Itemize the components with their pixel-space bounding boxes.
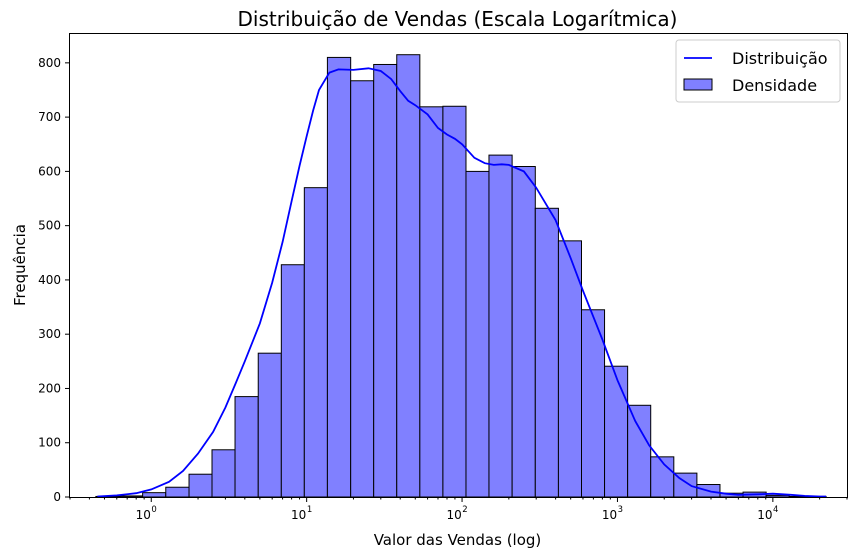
histogram-bar [142, 492, 167, 498]
histogram-bar [211, 449, 236, 498]
x-tick-label: 101 [291, 505, 312, 522]
y-tick-label: 200 [38, 381, 61, 395]
y-tick-label: 800 [38, 56, 61, 70]
y-axis: 0 100 200 300 400 500 600 700 800 [38, 56, 70, 504]
histogram-bar [165, 486, 190, 498]
plot-frame [69, 33, 848, 498]
legend-label-densidade: Densidade [732, 76, 817, 95]
histogram-bar [604, 365, 629, 498]
histogram-bar [257, 352, 282, 498]
chart-title: Distribuição de Vendas (Escala Logarítmi… [238, 7, 678, 31]
y-tick-label: 600 [38, 164, 61, 178]
histogram-bar [465, 170, 490, 498]
histogram-bars [95, 54, 827, 498]
histogram-bar [350, 80, 375, 498]
histogram-bar [627, 404, 652, 498]
y-tick-label: 100 [38, 436, 61, 450]
y-tick-label: 400 [38, 273, 61, 287]
histogram-bar [765, 494, 790, 498]
x-tick-label: 103 [602, 505, 623, 522]
legend: Distribuição Densidade [675, 39, 841, 103]
histogram-bar [188, 473, 213, 498]
x-axis: 100 101 102 103 104 [69, 497, 848, 522]
histogram-bar [419, 106, 444, 498]
histogram-bar [534, 207, 559, 498]
histogram-bar [280, 264, 305, 498]
histogram-bar [488, 154, 513, 498]
y-tick-label: 500 [38, 219, 61, 233]
legend-label-distribuicao: Distribuição [732, 49, 828, 68]
y-tick-label: 700 [38, 110, 61, 124]
legend-bar-swatch [683, 78, 713, 91]
y-tick-label: 300 [38, 327, 61, 341]
histogram-bar [396, 54, 421, 498]
x-tick-label: 102 [446, 505, 467, 522]
x-tick-label: 104 [757, 505, 778, 522]
x-axis-label: Valor das Vendas (log) [374, 531, 542, 549]
histogram-bar [234, 396, 259, 498]
legend-box [675, 39, 841, 103]
kde-line [97, 67, 827, 498]
x-tick-label: 100 [136, 505, 157, 522]
y-tick-label: 0 [53, 490, 61, 504]
histogram-bar [511, 166, 536, 498]
histogram-bar [442, 105, 467, 498]
histogram-bar [373, 63, 398, 498]
y-axis-label: Frequência [11, 224, 29, 306]
histogram-bar [303, 187, 328, 498]
histogram-bar [119, 495, 144, 498]
histogram-bar [326, 56, 352, 498]
